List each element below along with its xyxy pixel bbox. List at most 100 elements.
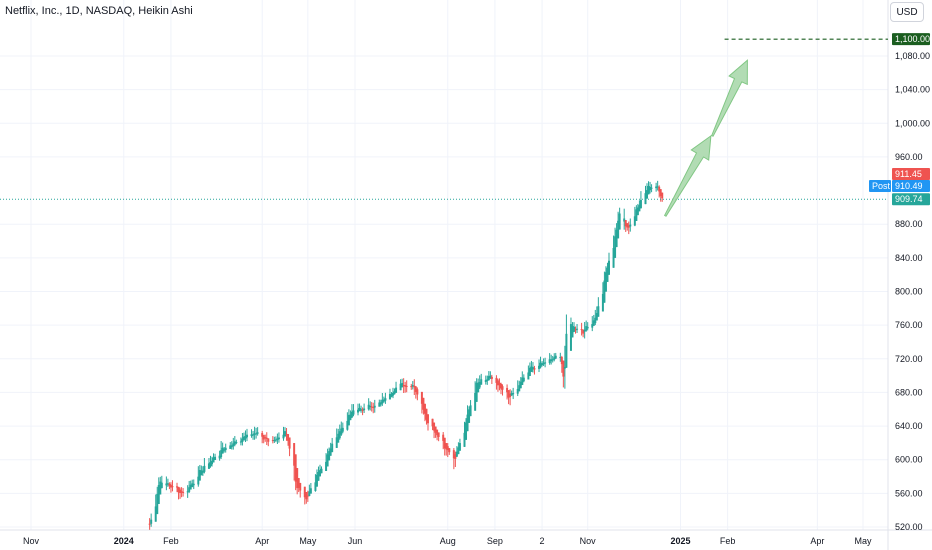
candle-body (426, 414, 429, 424)
time-axis[interactable]: Nov 2024 Feb Apr May Jun Aug Sep 2 Nov 2025 Feb Apr M… (23, 536, 872, 546)
candle-body (431, 418, 434, 427)
candle-body (388, 393, 391, 400)
candle-body (209, 462, 212, 467)
candle-body (496, 380, 499, 386)
candle-body (192, 483, 195, 486)
candle-body (615, 229, 618, 248)
candle-body (465, 422, 468, 440)
projection-arrow-icon (663, 134, 712, 217)
candle-body (603, 280, 606, 303)
candle-body (273, 439, 276, 441)
candle-body (253, 433, 256, 435)
candle-body (154, 506, 157, 522)
currency-button[interactable]: USD (890, 2, 924, 22)
candle-body (179, 489, 182, 493)
candle-body (448, 448, 451, 453)
candle-body (188, 487, 191, 492)
target-price-badge: 1,100.00 (895, 34, 930, 44)
candle-body (297, 478, 300, 488)
candle-body (414, 386, 417, 393)
candle-body (256, 432, 259, 434)
candle-body (538, 365, 541, 369)
candle-body (318, 470, 321, 477)
candle-body (277, 437, 280, 440)
candle-body (294, 454, 297, 482)
candle-body (626, 223, 629, 228)
candle-body (201, 470, 204, 473)
candle-body (571, 326, 574, 338)
candle-body (337, 433, 340, 443)
candle-body (189, 484, 192, 490)
price-axis[interactable]: 1,080.00 1,040.00 1,000.00 960.00 880.00 840.… (895, 51, 930, 532)
candle-body (487, 376, 490, 381)
time-tick-label: Nov (23, 536, 40, 546)
candle-body (562, 360, 565, 377)
candle-body (177, 486, 180, 493)
candle-body (182, 491, 185, 493)
candle-body (416, 389, 419, 395)
candle-body (255, 433, 258, 435)
candle-body (519, 381, 522, 389)
candle-body (402, 385, 405, 387)
time-tick-label: Jun (348, 536, 363, 546)
candles (148, 180, 664, 530)
candle-body (580, 329, 583, 331)
candle-body (530, 366, 533, 372)
candle-body (357, 409, 360, 413)
candle-body (221, 447, 224, 454)
symbol-title[interactable]: Netflix, Inc., 1D, NASDAQ, Heikin Ashi (5, 5, 193, 17)
candle-body (650, 187, 653, 189)
candle-body (527, 372, 530, 380)
candle-body (495, 377, 498, 383)
candle-body (284, 431, 287, 437)
price-tick-label: 1,080.00 (895, 51, 930, 61)
post-market-price-badge: 910.49 (895, 181, 923, 191)
candle-body (224, 447, 227, 451)
candle-body (296, 468, 299, 489)
candle-body (329, 448, 332, 456)
candle-body (522, 377, 525, 382)
candle-body (477, 382, 480, 393)
candle-body (392, 392, 395, 396)
candle-body (363, 408, 366, 411)
candle-body (186, 491, 189, 493)
candle-body (305, 491, 308, 500)
candle-body (565, 333, 568, 368)
candle-body (475, 382, 478, 402)
candle-body (644, 193, 647, 205)
price-lines (0, 38, 888, 200)
candle-body (384, 398, 387, 401)
candle-body (271, 440, 274, 442)
time-tick-label: May (854, 536, 872, 546)
candle-body (548, 359, 551, 363)
candle-body (220, 450, 223, 458)
candle-body (264, 437, 267, 439)
candle-body (349, 414, 352, 421)
candle-body (241, 438, 244, 442)
time-tick-label: 2025 (670, 536, 690, 546)
time-tick-label: Sep (487, 536, 503, 546)
candle-body (601, 293, 604, 312)
price-tick-label: 760.00 (895, 320, 923, 330)
candle-body (468, 409, 471, 423)
candle-body (454, 454, 457, 459)
candle-body (544, 362, 547, 364)
candle-body (411, 385, 414, 387)
candle-body (367, 404, 370, 410)
post-market-label: Post (872, 181, 891, 191)
candle-body (287, 434, 290, 441)
candle-body (320, 468, 323, 474)
projection-arrows[interactable] (663, 59, 748, 217)
projection-arrow-icon (711, 59, 748, 137)
candle-body (617, 220, 620, 239)
candle-body (452, 450, 455, 459)
candle-body (585, 326, 588, 331)
candle-body (512, 393, 515, 395)
post-market-label-bg (869, 180, 891, 192)
candle-body (244, 436, 247, 439)
high-price-badge: 911.45 (895, 169, 922, 179)
candle-body (594, 317, 597, 324)
candle-body (370, 406, 373, 408)
time-tick-label: 2024 (114, 536, 134, 546)
